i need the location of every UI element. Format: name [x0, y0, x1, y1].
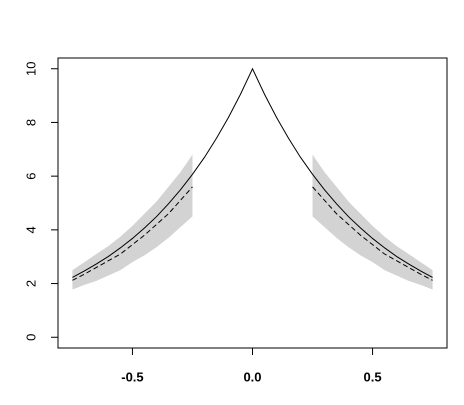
series-line — [72, 67, 433, 278]
y-tick-label: 0 — [23, 334, 38, 341]
y-tick-label: 8 — [23, 119, 38, 126]
y-tick-label: 6 — [23, 173, 38, 180]
confidence-band — [72, 154, 193, 290]
plot-box — [57, 57, 448, 349]
y-tick-label: 2 — [23, 280, 38, 287]
series-line — [72, 186, 433, 281]
y-tick-label: 4 — [23, 226, 38, 233]
x-tick-label: -0.5 — [121, 369, 143, 384]
x-tick-label: 0.0 — [243, 369, 261, 384]
y-tick-label: 10 — [23, 62, 38, 76]
x-tick-label: 0.5 — [364, 369, 382, 384]
confidence-band — [312, 154, 433, 290]
